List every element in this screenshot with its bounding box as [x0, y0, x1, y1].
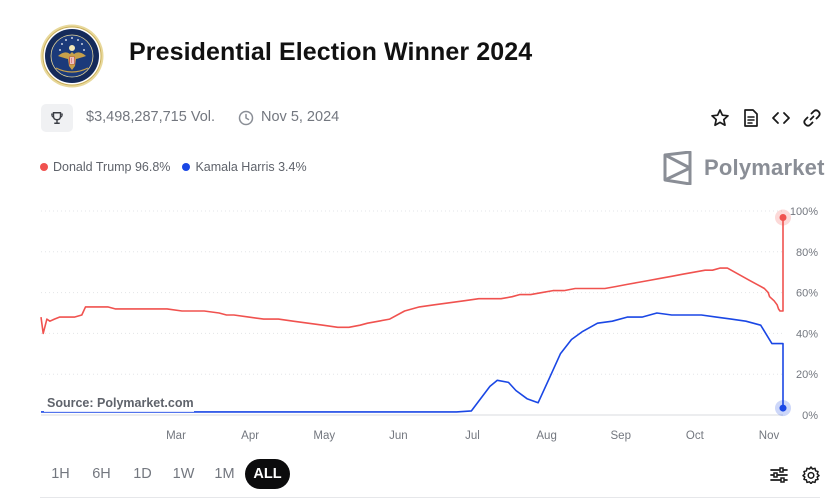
series-line-1: [41, 312, 784, 413]
y-tick-label: 80%: [796, 247, 818, 259]
clock-icon: [238, 110, 254, 126]
x-axis-labels: Mar Apr May Jun Jul Aug Sep Oct Nov: [166, 430, 779, 442]
polymarket-logo-icon: [663, 151, 692, 185]
range-button-1m[interactable]: 1M: [214, 466, 235, 482]
range-button-1h[interactable]: 1H: [51, 466, 70, 482]
chart-series: [40, 209, 791, 417]
y-axis-labels: 0% 20% 40% 60% 80% 100%: [790, 206, 818, 422]
price-history-chart[interactable]: 0% 20% 40% 60% 80% 100% Mar Apr May Jun Jul Aug Sep…: [0, 0, 840, 450]
end-date-text: Nov 5, 2024: [261, 109, 340, 125]
trophy-icon: [51, 112, 63, 124]
legend-item-trump[interactable]: Donald Trump 96.8%: [40, 160, 170, 174]
x-tick-label: Apr: [241, 430, 259, 442]
x-tick-label: Nov: [759, 430, 780, 442]
series-endpoint-dot: [779, 214, 787, 222]
legend-label: Kamala Harris 3.4%: [195, 160, 307, 174]
document-icon: [744, 109, 758, 127]
legend-dot: [182, 163, 191, 171]
y-tick-label: 40%: [796, 328, 818, 340]
embed-code-icon: [772, 112, 790, 124]
brand-name: Polymarket: [704, 155, 825, 180]
gear-icon: [802, 466, 820, 484]
chart-source-label: Source: Polymarket.com: [47, 396, 194, 410]
range-button-1d[interactable]: 1D: [133, 466, 152, 482]
legend-label: Donald Trump 96.8%: [53, 160, 171, 174]
trophy-badge: [41, 104, 73, 132]
presidential-seal-logo: [40, 24, 104, 88]
legend-item-harris[interactable]: Kamala Harris 3.4%: [182, 160, 307, 174]
page-title: Presidential Election Winner 2024: [129, 38, 533, 66]
x-tick-label: Aug: [536, 430, 556, 442]
range-button-6h[interactable]: 6H: [92, 466, 111, 482]
polymarket-watermark: Polymarket: [662, 150, 825, 186]
sliders-icon: [770, 467, 788, 483]
link-icon: [803, 109, 821, 127]
star-icon: [711, 109, 729, 127]
legend-dot: [40, 163, 48, 171]
x-tick-label: May: [313, 430, 335, 442]
y-tick-label: 0%: [802, 410, 818, 422]
chart-grid: [41, 210, 783, 416]
chart-settings-button[interactable]: [801, 465, 821, 485]
rules-document-button[interactable]: [740, 107, 762, 129]
series-line-0: [40, 217, 784, 335]
range-button-all[interactable]: ALL: [245, 459, 290, 489]
chart-legend: Donald Trump 96.8% Kamala Harris 3.4%: [40, 160, 307, 174]
time-range-selector: 1H 6H 1D 1W 1M ALL: [40, 459, 290, 489]
embed-button[interactable]: [770, 107, 792, 129]
y-tick-label: 20%: [796, 369, 818, 381]
y-tick-label: 60%: [796, 288, 818, 300]
favorite-button[interactable]: [709, 107, 731, 129]
range-button-1w[interactable]: 1W: [172, 466, 195, 482]
footer-divider: [40, 497, 820, 498]
series-endpoint-dot: [779, 404, 787, 412]
x-tick-label: Jul: [465, 430, 480, 442]
x-tick-label: Jun: [389, 430, 408, 442]
chart-filter-button[interactable]: [769, 465, 789, 485]
y-tick-label: 100%: [790, 206, 818, 218]
volume-text: $3,498,287,715 Vol.: [86, 109, 216, 125]
x-tick-label: Mar: [166, 430, 186, 442]
source-label-backdrop: [44, 394, 194, 412]
x-tick-label: Oct: [686, 430, 705, 442]
x-tick-label: Sep: [611, 430, 631, 442]
copy-link-button[interactable]: [801, 107, 823, 129]
